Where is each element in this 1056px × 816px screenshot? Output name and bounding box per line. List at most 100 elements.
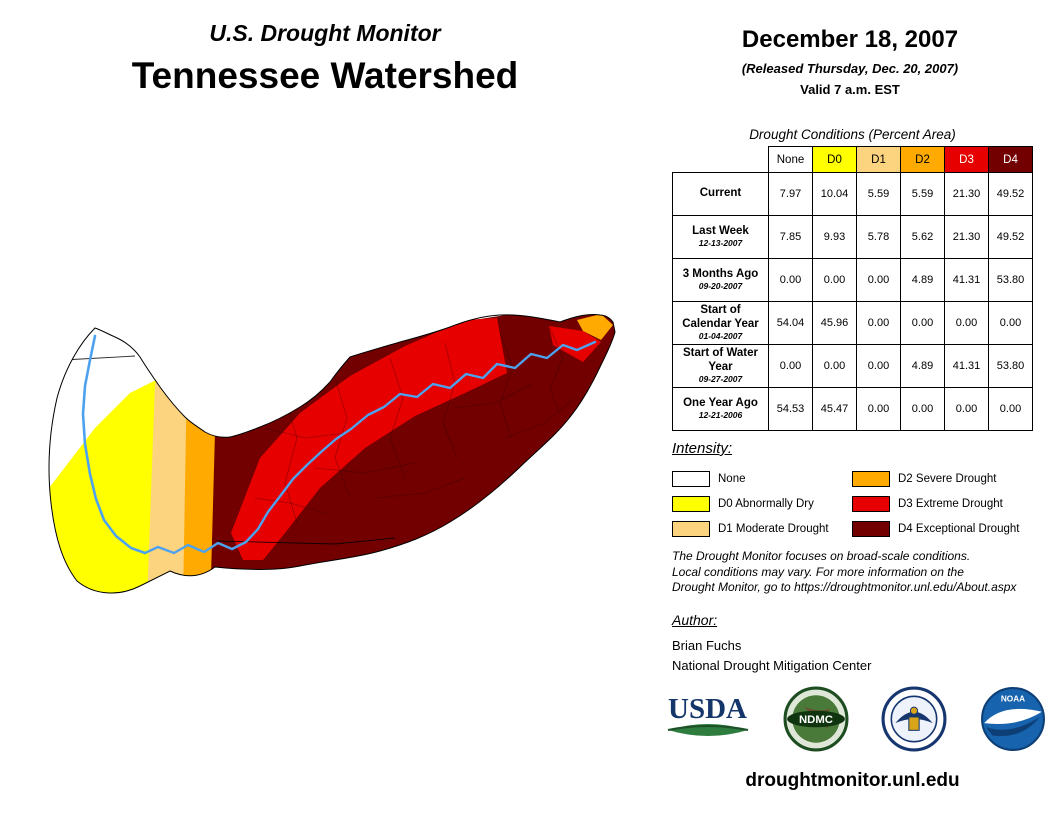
program-title: U.S. Drought Monitor — [209, 20, 441, 46]
cell-value: 0.00 — [856, 387, 901, 431]
watershed-outline — [48, 314, 616, 594]
table-row: One Year Ago 12-21-2006 54.53 45.47 0.00 … — [672, 387, 1033, 431]
cell-value: 0.00 — [944, 301, 989, 345]
svg-text:NDMC: NDMC — [799, 714, 833, 726]
legend-grid: None D0 Abnormally Dry D1 Moderate Droug… — [672, 466, 1044, 541]
cell-value: 45.96 — [812, 301, 857, 345]
page-title: Tennessee Watershed — [131, 55, 519, 96]
svg-text:NOAA: NOAA — [1001, 694, 1025, 703]
cell-value: 7.97 — [768, 172, 813, 216]
drought-map — [48, 314, 616, 594]
region-d2-ne — [577, 314, 613, 340]
cell-value: 0.00 — [768, 258, 813, 302]
intensity-legend: Intensity: None D0 Abnormally Dry D1 Mod… — [672, 440, 1044, 541]
commerce-seal — [881, 686, 947, 752]
author-heading: Author: — [672, 612, 718, 628]
d4-swatch — [852, 520, 890, 537]
cell-value: 0.00 — [856, 301, 901, 345]
river-lobe-branch — [81, 334, 147, 555]
noaa-logo: NOAA — [981, 687, 1045, 751]
cell-value: 0.00 — [812, 344, 857, 388]
region-d3-ne — [549, 326, 601, 362]
usda-logo: USDA — [667, 693, 749, 736]
author-org: National Drought Mitigation Center — [672, 657, 872, 673]
col-d4: D4 — [988, 146, 1033, 173]
table-header-row: None D0 D1 D2 D3 D4 — [672, 146, 1033, 173]
legend-item-d3: D3 Extreme Drought — [852, 491, 1044, 516]
none-swatch — [672, 470, 710, 487]
cell-value: 21.30 — [944, 172, 989, 216]
table-header-blank — [672, 146, 769, 173]
cell-value: 54.53 — [768, 387, 813, 431]
county-lines — [254, 327, 576, 524]
table-row: Last Week 12-13-2007 7.85 9.93 5.78 5.62 … — [672, 215, 1033, 259]
row-label: 3 Months Ago 09-20-2007 — [672, 258, 769, 302]
table-row: 3 Months Ago 09-20-2007 0.00 0.00 0.00 4.… — [672, 258, 1033, 302]
legend-item-d0: D0 Abnormally Dry — [672, 491, 852, 516]
legend-item-none: None — [672, 466, 852, 491]
cell-value: 53.80 — [988, 344, 1033, 388]
col-none: None — [768, 146, 813, 173]
river-tennessee — [143, 340, 597, 555]
legend-title: Intensity: — [672, 440, 733, 457]
cell-value: 45.47 — [812, 387, 857, 431]
cell-value: 10.04 — [812, 172, 857, 216]
region-d3-band — [231, 318, 507, 560]
row-label: Start of Calendar Year 01-04-2007 — [672, 301, 769, 345]
d2-swatch — [852, 470, 890, 487]
cell-value: 0.00 — [856, 344, 901, 388]
cell-value: 49.52 — [988, 172, 1033, 216]
cell-value: 0.00 — [900, 301, 945, 345]
cell-value: 0.00 — [988, 301, 1033, 345]
col-d1: D1 — [856, 146, 901, 173]
cell-value: 41.31 — [944, 344, 989, 388]
cell-value: 54.04 — [768, 301, 813, 345]
cell-value: 21.30 — [944, 215, 989, 259]
d1-swatch — [672, 520, 710, 537]
row-label: Start of Water Year 09-27-2007 — [672, 344, 769, 388]
drought-conditions-table: None D0 D1 D2 D3 D4 Current 7.97 10.04 5… — [672, 146, 1033, 431]
row-label: One Year Ago 12-21-2006 — [672, 387, 769, 431]
cell-value: 0.00 — [988, 387, 1033, 431]
cell-value: 41.31 — [944, 258, 989, 302]
author-name: Brian Fuchs — [672, 638, 742, 653]
report-date: December 18, 2007 — [741, 26, 959, 53]
release-note: (Released Thursday, Dec. 20, 2007) — [741, 61, 959, 76]
cell-value: 0.00 — [768, 344, 813, 388]
table-row: Start of Calendar Year 01-04-2007 54.04 4… — [672, 301, 1033, 345]
legend-item-d4: D4 Exceptional Drought — [852, 516, 1044, 541]
legend-item-d1: D1 Moderate Drought — [672, 516, 852, 541]
logo-row: USDA NDMC NOAA — [666, 686, 1046, 752]
d3-swatch — [852, 495, 890, 512]
ndmc-logo: NDMC — [783, 686, 849, 752]
cell-value: 5.62 — [900, 215, 945, 259]
cell-value: 5.78 — [856, 215, 901, 259]
cell-value: 5.59 — [900, 172, 945, 216]
cell-value: 0.00 — [856, 258, 901, 302]
cell-value: 4.89 — [900, 344, 945, 388]
cell-value: 9.93 — [812, 215, 857, 259]
col-d3: D3 — [944, 146, 989, 173]
cell-value: 0.00 — [900, 387, 945, 431]
table-row: Start of Water Year 09-27-2007 0.00 0.00 … — [672, 344, 1033, 388]
title-block: U.S. Drought Monitor Tennessee Watershed — [0, 20, 650, 97]
site-url: droughtmonitor.unl.edu — [745, 770, 960, 791]
col-d2: D2 — [900, 146, 945, 173]
d0-swatch — [672, 495, 710, 512]
table-title: Drought Conditions (Percent Area) — [749, 127, 956, 142]
cell-value: 0.00 — [812, 258, 857, 302]
disclaimer-text: The Drought Monitor focuses on broad-sca… — [672, 549, 1017, 595]
cell-value: 4.89 — [900, 258, 945, 302]
valid-time: Valid 7 a.m. EST — [800, 82, 900, 97]
cell-value: 5.59 — [856, 172, 901, 216]
release-block: December 18, 2007 (Released Thursday, De… — [660, 26, 1040, 97]
col-d0: D0 — [812, 146, 857, 173]
cell-value: 49.52 — [988, 215, 1033, 259]
row-label: Current — [672, 172, 769, 216]
cell-value: 53.80 — [988, 258, 1033, 302]
cell-value: 0.00 — [944, 387, 989, 431]
svg-text:USDA: USDA — [668, 693, 747, 725]
cell-value: 7.85 — [768, 215, 813, 259]
legend-item-d2: D2 Severe Drought — [852, 466, 1044, 491]
